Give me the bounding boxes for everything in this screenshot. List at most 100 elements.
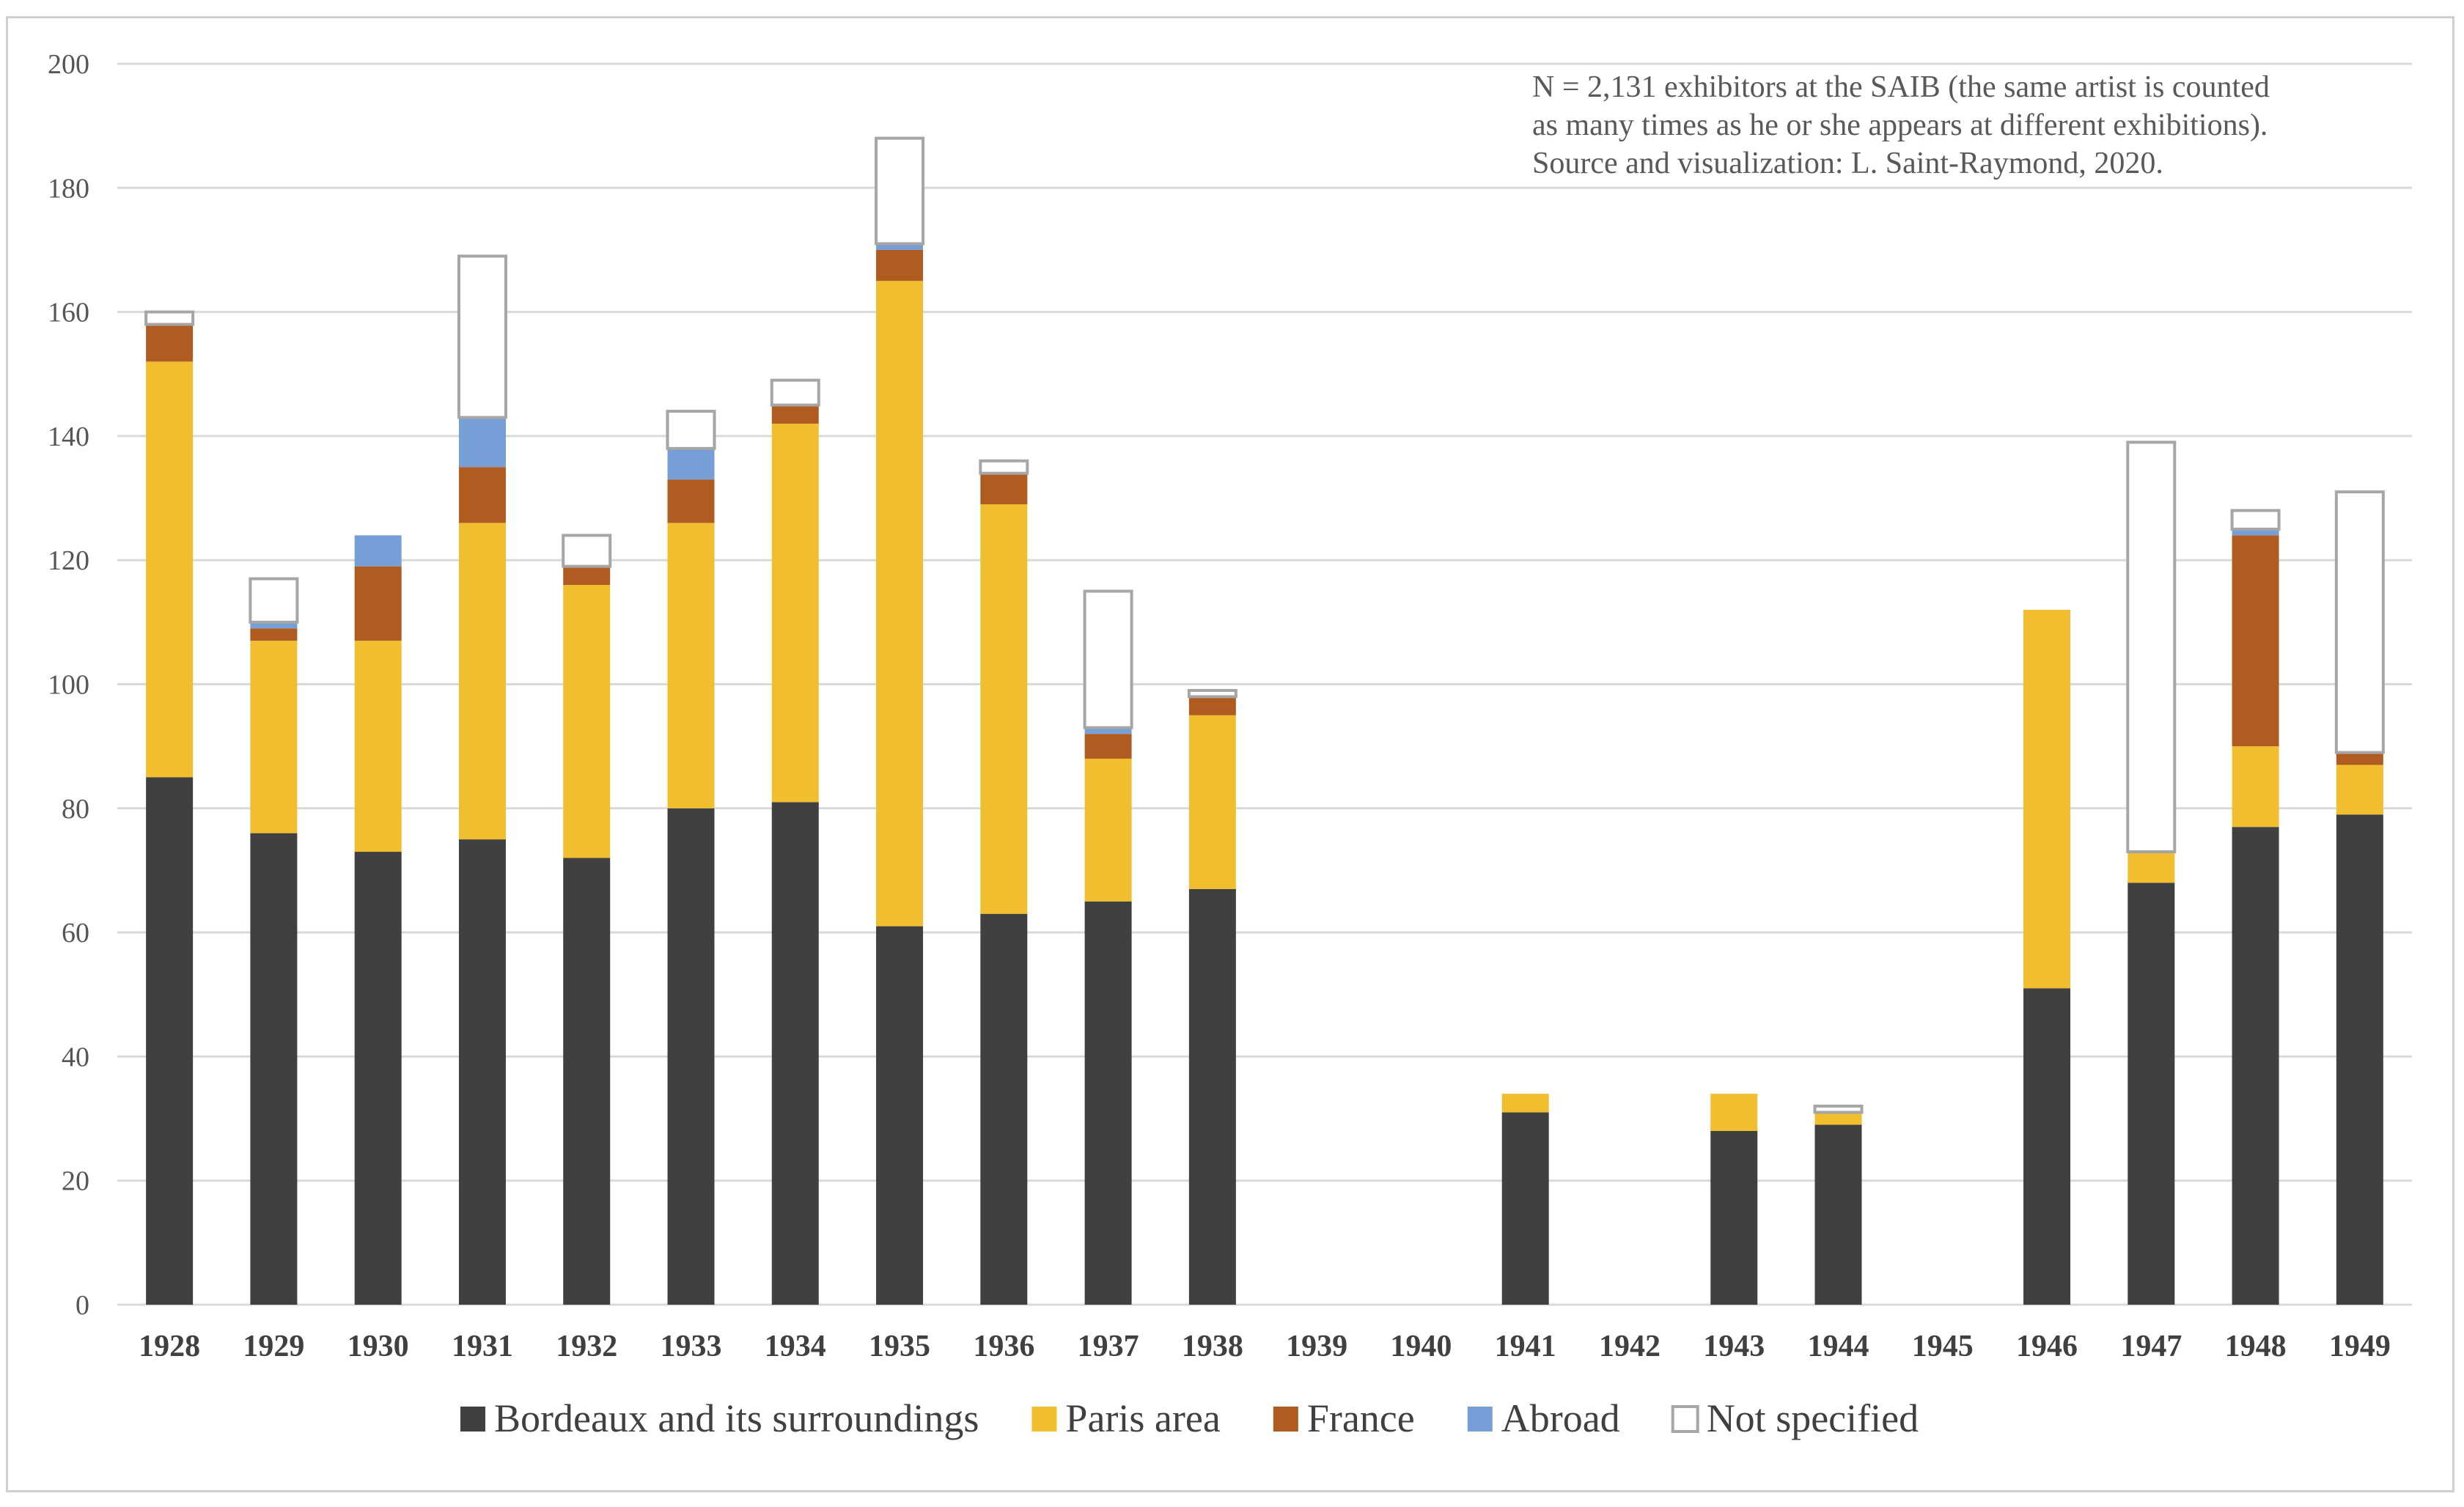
x-tick-label: 1943 [1703, 1330, 1765, 1363]
annotation-line: N = 2,131 exhibitors at the SAIB (the sa… [1532, 70, 2270, 104]
x-tick-label: 1948 [2225, 1330, 2287, 1363]
x-tick-label: 1941 [1495, 1330, 1556, 1363]
bar-1947-paris-area [2128, 852, 2175, 883]
x-tick-label: 1929 [243, 1330, 304, 1363]
y-tick-label: 160 [48, 298, 89, 328]
annotation-line: Source and visualization: L. Saint-Raymo… [1532, 147, 2163, 180]
x-tick-label: 1932 [556, 1330, 617, 1363]
bar-1937-not-specified [1083, 589, 1133, 729]
x-tick-label: 1936 [973, 1330, 1034, 1363]
annotation-line: as many times as he or she appears at di… [1532, 108, 2268, 142]
bar-1929-abroad [250, 622, 298, 629]
bar-1949-france [2336, 752, 2383, 765]
bar-1928-not-specified [144, 310, 195, 326]
bar-1943-bordeaux-and-its-surroundings [1710, 1130, 1758, 1305]
bar-1944-not-specified [1813, 1105, 1864, 1114]
legend-label: Bordeaux and its surroundings [494, 1396, 979, 1440]
legend-swatch [460, 1407, 485, 1432]
x-tick-label: 1931 [452, 1330, 513, 1363]
y-tick-label: 0 [76, 1290, 89, 1321]
bar-1938-paris-area [1188, 715, 1236, 889]
bar-1931-paris-area [458, 523, 506, 840]
bar-1933-france [667, 479, 715, 523]
legend: Bordeaux and its surroundings Paris area F… [460, 1396, 1919, 1440]
bar-1935-bordeaux-and-its-surroundings [876, 926, 924, 1305]
x-tick-label: 1942 [1599, 1330, 1661, 1363]
bar-1928-paris-area [146, 361, 194, 778]
x-tick-label: 1947 [2120, 1330, 2182, 1363]
bar-1938-bordeaux-and-its-surroundings [1188, 888, 1236, 1305]
bar-1928-bordeaux-and-its-surroundings [146, 777, 194, 1305]
bar-1949-paris-area [2336, 764, 2383, 815]
y-tick-label: 120 [48, 545, 89, 576]
legend-label: France [1307, 1396, 1415, 1440]
x-tick-label: 1928 [139, 1330, 200, 1363]
legend-swatch [1671, 1405, 1699, 1433]
y-axis-ticks: 0 20 40 60 80 100 120 140 160 180 200 [48, 49, 89, 1321]
bar-1931-bordeaux-and-its-surroundings [458, 839, 506, 1305]
bar-1931-not-specified [457, 254, 507, 419]
bar-1935-not-specified [875, 136, 925, 246]
bar-1949-not-specified [2334, 490, 2385, 754]
y-tick-label: 180 [48, 173, 89, 204]
bar-1948-bordeaux-and-its-surroundings [2232, 827, 2279, 1305]
bar-1943-paris-area [1710, 1094, 1758, 1131]
bar-1929-bordeaux-and-its-surroundings [250, 833, 298, 1305]
y-tick-label: 40 [62, 1042, 89, 1072]
bar-1932-not-specified [562, 534, 612, 568]
bar-1936-france [980, 473, 1028, 505]
bar-1935-paris-area [876, 281, 924, 926]
bar-1937-abroad [1084, 727, 1132, 734]
x-tick-label: 1935 [869, 1330, 930, 1363]
x-tick-label: 1938 [1182, 1330, 1243, 1363]
bar-1937-paris-area [1084, 759, 1132, 902]
bar-1929-paris-area [250, 641, 298, 833]
bar-1936-paris-area [980, 504, 1028, 914]
x-tick-label: 1939 [1286, 1330, 1347, 1363]
bar-1934-not-specified [770, 378, 820, 407]
bar-1946-paris-area [2023, 609, 2071, 989]
bar-1946-bordeaux-and-its-surroundings [2023, 988, 2071, 1305]
legend-label: Paris area [1065, 1396, 1220, 1440]
bar-1935-abroad [876, 243, 924, 250]
bar-1932-paris-area [563, 585, 611, 858]
x-tick-label: 1949 [2329, 1330, 2391, 1363]
bar-1948-france [2232, 535, 2279, 747]
x-tick-label: 1946 [2016, 1330, 2078, 1363]
y-tick-label: 80 [62, 794, 89, 825]
bar-1932-france [563, 566, 611, 586]
bar-1928-france [146, 324, 194, 362]
bar-1936-bordeaux-and-its-surroundings [980, 913, 1028, 1305]
x-tick-label: 1933 [661, 1330, 722, 1363]
x-axis-ticks: 1928 1929 1930 1931 1932 1933 1934 1935 1936 1937… [139, 1330, 2391, 1363]
bar-1931-france [458, 467, 506, 523]
bar-1937-france [1084, 734, 1132, 759]
bar-1938-france [1188, 696, 1236, 715]
bar-1930-abroad [354, 535, 402, 567]
bar-1933-paris-area [667, 523, 715, 808]
bar-1935-france [876, 249, 924, 281]
legend-swatch [1273, 1407, 1298, 1432]
bar-1947-bordeaux-and-its-surroundings [2128, 883, 2175, 1305]
bar-1934-bordeaux-and-its-surroundings [771, 802, 819, 1305]
x-tick-label: 1934 [765, 1330, 826, 1363]
x-tick-label: 1937 [1078, 1330, 1139, 1363]
x-tick-label: 1944 [1808, 1330, 1869, 1363]
legend-swatch [1031, 1407, 1057, 1432]
bar-1949-bordeaux-and-its-surroundings [2336, 814, 2383, 1305]
bar-1948-not-specified [2230, 509, 2281, 531]
bar-1930-paris-area [354, 641, 402, 852]
legend-swatch [1467, 1407, 1493, 1432]
y-tick-label: 100 [48, 670, 89, 701]
bar-1933-bordeaux-and-its-surroundings [667, 808, 715, 1305]
bar-1938-not-specified [1187, 688, 1237, 699]
y-tick-label: 140 [48, 421, 89, 452]
y-tick-label: 20 [62, 1166, 89, 1197]
x-tick-label: 1930 [347, 1330, 409, 1363]
bar-1937-bordeaux-and-its-surroundings [1084, 901, 1132, 1305]
bar-1929-not-specified [249, 577, 299, 624]
bar-1936-not-specified [979, 459, 1029, 475]
bar-1931-abroad [458, 417, 506, 468]
bar-1944-bordeaux-and-its-surroundings [1814, 1124, 1862, 1305]
